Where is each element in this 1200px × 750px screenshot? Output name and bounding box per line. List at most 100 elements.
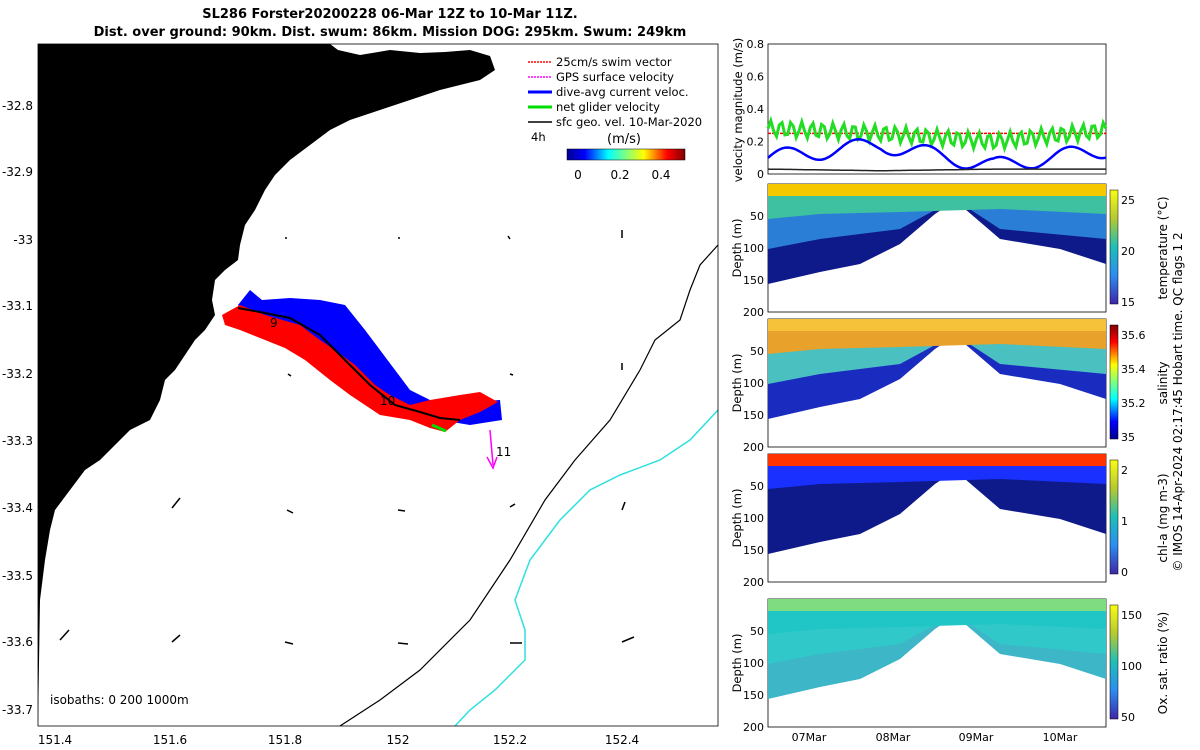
section-label: Ox. sat. ratio (%): [1156, 612, 1170, 714]
chart-title-line1: SL286 Forster20200228 06-Mar 12Z to 10-M…: [202, 7, 578, 22]
map-legend: 25cm/s swim vector GPS surface velocity …: [528, 55, 702, 182]
map-xticks: 151.4 151.6 151.8 152 152.2 152.4: [38, 733, 639, 747]
colorbar-tick: 0.4: [651, 168, 670, 182]
scale-label: 4h: [531, 130, 546, 144]
section-panel: 50 100 150 200 Depth (m) 15 20 25 temperature (°…: [730, 183, 1170, 319]
depth-tick: 100: [743, 242, 764, 255]
velocity-ytick: 0: [757, 168, 764, 181]
depth-tick: 150: [743, 689, 764, 702]
ytick: -33.3: [2, 434, 33, 448]
depth-tick: 50: [750, 480, 764, 493]
track-label-11: 11: [496, 445, 511, 459]
depth-label: Depth (m): [730, 219, 744, 278]
depth-tick: 100: [743, 657, 764, 670]
velocity-ytick: 0.8: [747, 38, 765, 51]
colorbar-tick: 100: [1121, 660, 1142, 673]
map-yticks: -32.8 -32.9 -33 -33.1 -33.2 -33.3 -33.4 …: [2, 99, 33, 717]
section-panel: 50 100 150 200 Depth (m) 35 35.2 35.4 35.6 salini…: [730, 318, 1170, 454]
velocity-series: [766, 115, 1108, 172]
ytick: -33.4: [2, 501, 33, 515]
ytick: -33.7: [2, 703, 33, 717]
map-land: [38, 44, 495, 726]
time-tick: 08Mar: [876, 731, 911, 744]
ytick: -33.6: [2, 635, 33, 649]
section-label: salinity: [1156, 361, 1170, 404]
colorbar-tick: 35.4: [1121, 363, 1146, 376]
legend-current: dive-avg current veloc.: [556, 85, 689, 99]
section-colorbar: [1109, 459, 1119, 575]
section-surface: [768, 184, 1106, 196]
isobath-200: [339, 244, 718, 726]
velocity-series-line: [767, 138, 1107, 170]
velocity-ytick: 0.6: [747, 71, 765, 84]
depth-tick: 50: [750, 625, 764, 638]
time-axis: 07Mar 08Mar 09Mar 10Mar: [792, 731, 1078, 744]
section-label: chl-a (mg m-3): [1156, 473, 1170, 562]
section-colorbar: [1109, 604, 1119, 720]
track-label-9: 9: [270, 316, 278, 330]
velocity-ytick: 0.2: [747, 136, 765, 149]
depth-tick: 150: [743, 544, 764, 557]
ytick: -33: [13, 233, 33, 247]
speed-colorbar: [566, 148, 686, 161]
ytick: -33.5: [2, 569, 33, 583]
colorbar-tick: 1: [1121, 515, 1128, 528]
map-panel: 9 10 11 151.4 151.6 151.8 152 152.2 152.…: [2, 43, 719, 747]
colorbar-tick: 35.2: [1121, 397, 1146, 410]
depth-tick: 200: [743, 306, 764, 319]
time-tick: 10Mar: [1043, 731, 1078, 744]
isobaths-label: isobaths: 0 200 1000m: [50, 693, 189, 707]
colorbar-tick: 150: [1121, 609, 1142, 622]
legend-geo: sfc geo. vel. 10-Mar-2020: [556, 115, 702, 129]
colorbar-tick: 20: [1121, 245, 1135, 258]
depth-tick: 50: [750, 345, 764, 358]
depth-tick: 150: [743, 409, 764, 422]
depth-tick: 150: [743, 274, 764, 287]
legend-gps: GPS surface velocity: [556, 70, 674, 84]
time-tick: 09Mar: [959, 731, 994, 744]
velocity-ytick: 0.4: [747, 103, 765, 116]
colorbar-tick: 35: [1121, 431, 1135, 444]
legend-swim: 25cm/s swim vector: [556, 55, 672, 69]
depth-tick: 200: [743, 576, 764, 589]
colorbar-unit: (m/s): [607, 132, 641, 147]
ytick: -33.2: [2, 367, 33, 381]
velocity-yticks: 0 0.2 0.4 0.6 0.8: [747, 38, 765, 181]
colorbar-tick: 2: [1121, 464, 1128, 477]
colorbar-tick: 35.6: [1121, 329, 1146, 342]
net-glider-velocity-mark: [431, 423, 447, 433]
colorbar-tick: 0.2: [610, 168, 629, 182]
depth-label: Depth (m): [730, 354, 744, 413]
depth-tick: 200: [743, 721, 764, 734]
xtick: 151.6: [153, 733, 187, 747]
legend-net: net glider velocity: [556, 100, 660, 114]
track-label-10: 10: [380, 394, 395, 408]
colorbar-tick: 0: [574, 168, 582, 182]
depth-tick: 200: [743, 441, 764, 454]
xtick: 152: [387, 733, 410, 747]
colorbar-tick: 50: [1121, 711, 1135, 724]
section-panel: 50 100 150 200 Depth (m) 0 1 2 chl-a (mg m-3): [730, 453, 1170, 589]
depth-label: Depth (m): [730, 634, 744, 693]
section-surface: [768, 599, 1106, 611]
swim-vector-band: [222, 305, 498, 432]
depth-tick: 100: [743, 377, 764, 390]
section-colorbar: [1109, 189, 1119, 305]
depth-label: Depth (m): [730, 489, 744, 548]
xtick: 152.2: [493, 733, 527, 747]
xtick: 151.4: [38, 733, 72, 747]
gps-surface-velocity-arrow: [489, 429, 494, 466]
colorbar-tick: 25: [1121, 194, 1135, 207]
section-surface: [768, 454, 1106, 466]
current-vector-band: [238, 290, 502, 425]
ytick: -32.9: [2, 165, 33, 179]
section-label: temperature (°C): [1156, 197, 1170, 300]
velocity-panel: 0 0.2 0.4 0.6 0.8 velocity magnitude (m/s): [731, 38, 1108, 183]
glider-track: [237, 307, 461, 421]
map-frame: [37, 43, 719, 727]
isobath-1000: [454, 409, 718, 726]
time-tick: 07Mar: [792, 731, 827, 744]
velocity-ylabel: velocity magnitude (m/s): [731, 38, 745, 183]
